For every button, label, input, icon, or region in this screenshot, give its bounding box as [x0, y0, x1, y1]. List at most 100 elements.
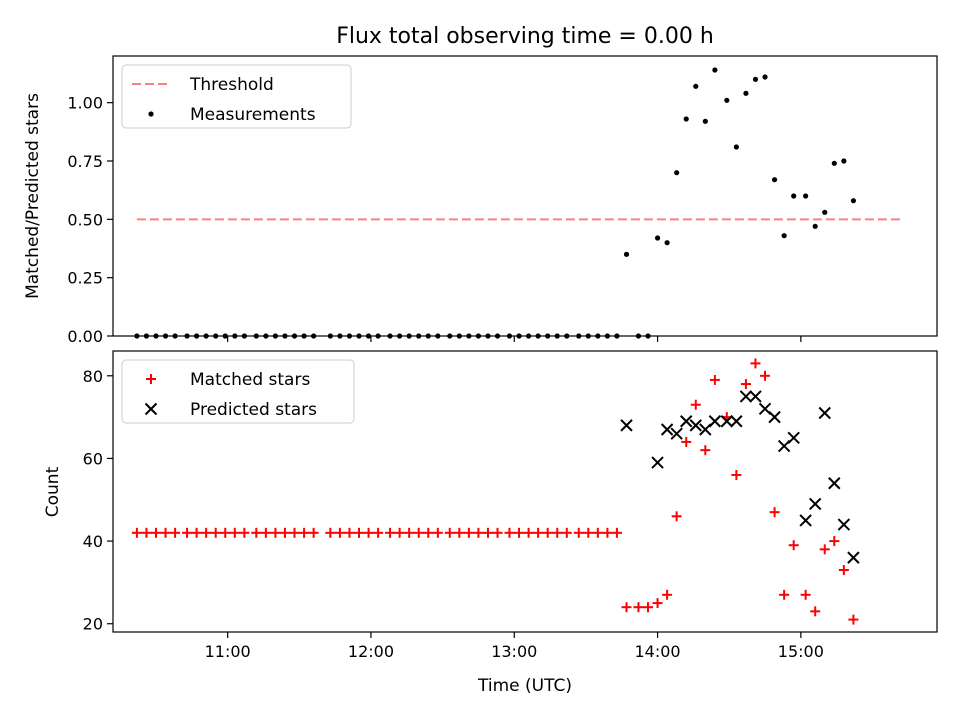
measurement-point — [397, 333, 403, 339]
matched-star-point — [523, 527, 534, 538]
predicted-star-point — [768, 410, 781, 424]
measurement-point — [311, 333, 317, 339]
matched-star-point — [533, 527, 544, 538]
measurement-point — [702, 118, 708, 124]
y-tick-label: 1.00 — [67, 94, 103, 113]
predicted-star-point — [708, 415, 722, 428]
measurement-point — [203, 333, 209, 339]
legend: Matched stars Predicted stars — [121, 359, 355, 424]
measurement-point — [184, 333, 190, 339]
y-tick-label: 20 — [83, 615, 103, 634]
measurement-point — [791, 193, 797, 199]
measurement-point — [162, 333, 169, 339]
measurement-point — [213, 333, 219, 339]
matched-star-point — [404, 527, 415, 538]
measurement-point — [781, 233, 787, 239]
measurement-point — [595, 333, 601, 339]
matched-star-point — [709, 374, 720, 385]
measurement-point — [724, 97, 730, 103]
measurement-point — [406, 333, 412, 339]
matched-star-point — [363, 527, 374, 538]
matched-star-point — [131, 527, 142, 538]
matched-star-point — [160, 527, 171, 538]
predicted-star-point — [720, 415, 734, 428]
measurement-point — [822, 209, 828, 215]
measurement-point — [222, 333, 228, 339]
matched-star-point — [279, 527, 290, 538]
predicted-star-point — [808, 497, 822, 511]
measurement-point — [743, 90, 749, 96]
matched-star-point — [583, 527, 594, 538]
matched-star-point — [838, 565, 849, 576]
y-tick-label: 60 — [83, 449, 103, 468]
measurement-point — [674, 170, 680, 176]
matched-star-point — [731, 469, 742, 480]
measurement-point — [771, 177, 778, 183]
measurement-point — [576, 333, 582, 339]
matched-star-point — [681, 436, 692, 447]
bottom-y-axis-label: Count — [43, 466, 63, 517]
top-y-axis-label: Matched/Predicted stars — [23, 93, 43, 299]
matched-star-point — [373, 527, 384, 538]
predicted-star-point — [749, 390, 762, 403]
matched-star-point — [201, 527, 212, 538]
measurement-point — [614, 333, 620, 339]
matched-star-point — [239, 527, 250, 538]
y-tick-label: 0.50 — [67, 210, 103, 229]
matched-star-point — [270, 527, 281, 538]
predicted-star-point — [799, 514, 812, 527]
measurement-point — [623, 251, 630, 257]
matched-star-point — [344, 527, 355, 538]
predicted-star-point — [828, 477, 841, 490]
top-panel: 0.00 0.25 0.50 0.75 1.00 Threshold Measurement… — [67, 55, 938, 346]
predicted-star-point — [620, 419, 633, 432]
x-axis-label: Time (UTC) — [477, 676, 572, 696]
measurement-point — [466, 333, 472, 339]
measurement-point — [365, 333, 372, 339]
matched-star-point — [482, 527, 493, 538]
measurement-point — [585, 333, 591, 339]
predicted-star-point — [847, 551, 860, 564]
measurement-point — [291, 333, 298, 339]
measurement-point — [134, 333, 140, 339]
matched-star-point — [848, 614, 859, 625]
matched-star-point — [299, 527, 310, 538]
measurement-point — [604, 333, 611, 339]
measurement-point — [172, 333, 178, 339]
matched-star-point — [760, 370, 771, 381]
measurement-point — [456, 333, 462, 339]
measurement-point — [272, 333, 279, 339]
predicted-star-point — [670, 427, 683, 440]
measurement-point — [812, 223, 818, 229]
measurement-point — [693, 83, 699, 89]
predicted-star-point — [818, 406, 831, 420]
x-tick-label: 13:00 — [491, 642, 537, 661]
measurement-point — [535, 333, 541, 339]
measurement-point — [525, 333, 532, 339]
matched-star-point — [542, 527, 553, 538]
predicted-star-point — [660, 423, 674, 436]
matched-star-point — [829, 536, 840, 547]
matched-star-point — [220, 527, 231, 538]
legend-measurement-swatch — [148, 111, 154, 117]
matched-star-point — [141, 527, 152, 538]
matched-star-point — [592, 527, 603, 538]
matched-star-point — [611, 527, 622, 538]
matched-star-point — [621, 602, 632, 613]
matched-star-point — [769, 507, 780, 518]
measurement-point — [494, 333, 501, 339]
measurement-point — [346, 333, 353, 339]
measurement-point — [635, 333, 642, 339]
matched-star-point — [454, 527, 465, 538]
measurement-point — [485, 333, 491, 339]
x-tick-label: 11:00 — [205, 642, 251, 661]
matched-star-point — [690, 399, 701, 410]
matched-star-point — [779, 589, 790, 600]
legend: Threshold Measurements — [121, 64, 352, 129]
predicted-star-point — [680, 415, 693, 428]
measurement-point — [841, 158, 847, 164]
matched-star-point — [552, 527, 563, 538]
measurement-point — [803, 193, 809, 199]
matched-star-point — [514, 527, 525, 538]
